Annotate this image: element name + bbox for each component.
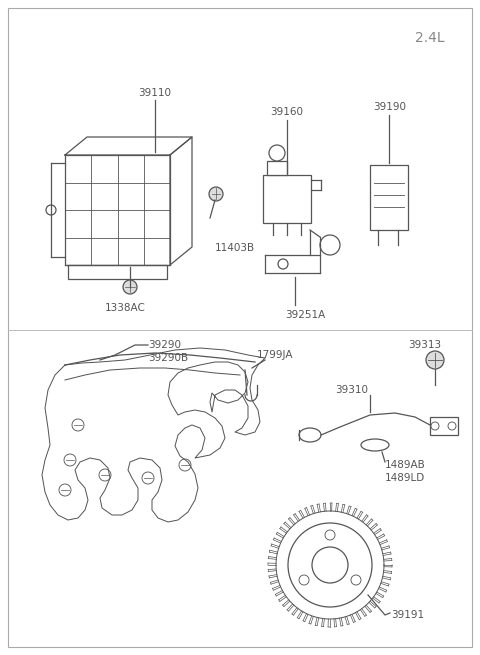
Text: 1489LD: 1489LD (385, 473, 425, 483)
Circle shape (431, 422, 439, 430)
Circle shape (64, 454, 76, 466)
Circle shape (351, 575, 361, 585)
Circle shape (142, 472, 154, 484)
Bar (370, 165, 408, 230)
Ellipse shape (299, 428, 321, 442)
Bar (267, 161, 287, 175)
Circle shape (269, 145, 285, 161)
Circle shape (320, 235, 340, 255)
Text: 39160: 39160 (271, 107, 303, 117)
Circle shape (209, 187, 223, 201)
Circle shape (288, 523, 372, 607)
Circle shape (325, 530, 335, 540)
Bar (430, 417, 458, 435)
Text: 11403B: 11403B (215, 243, 255, 253)
Text: 2.4L: 2.4L (415, 31, 445, 45)
Text: 1489AB: 1489AB (385, 460, 426, 470)
Text: 39290B: 39290B (148, 353, 188, 363)
Text: 39290: 39290 (148, 340, 181, 350)
Circle shape (123, 280, 137, 294)
Text: 1338AC: 1338AC (105, 303, 145, 313)
Circle shape (426, 351, 444, 369)
Circle shape (99, 469, 111, 481)
Text: 39190: 39190 (373, 102, 407, 112)
Text: 39251A: 39251A (285, 310, 325, 320)
Bar (263, 175, 311, 223)
Bar (68, 265, 167, 279)
Ellipse shape (361, 439, 389, 451)
Circle shape (448, 422, 456, 430)
Circle shape (312, 547, 348, 583)
Text: 39110: 39110 (139, 88, 171, 98)
Circle shape (59, 484, 71, 496)
Text: 1799JA: 1799JA (257, 350, 293, 360)
Circle shape (179, 459, 191, 471)
Bar (65, 155, 170, 265)
Circle shape (72, 419, 84, 431)
Text: 39313: 39313 (408, 340, 442, 350)
Circle shape (278, 259, 288, 269)
Circle shape (299, 575, 309, 585)
Text: 39191: 39191 (391, 610, 425, 620)
Circle shape (46, 205, 56, 215)
Text: 39310: 39310 (336, 385, 369, 395)
